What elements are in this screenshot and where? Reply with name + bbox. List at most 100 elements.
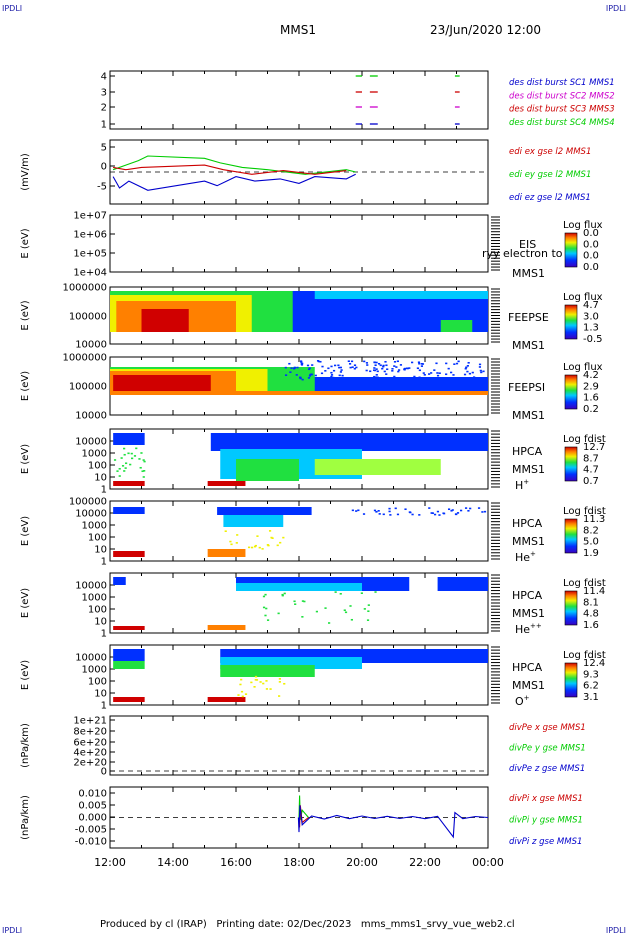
spectrogram-speck: [478, 363, 482, 366]
y-axis-label: E (eV): [20, 444, 31, 474]
spectrogram-speck: [301, 362, 304, 365]
spectrogram-speck: [290, 367, 293, 369]
spectrogram-speck: [316, 360, 320, 362]
spectrogram-speck: [367, 610, 370, 613]
colorbar-tick-label: 1.9: [583, 548, 599, 559]
y-tick-label: 8e+20: [73, 727, 107, 738]
spectrogram-speck: [282, 536, 285, 539]
spectrogram-speck: [388, 510, 391, 513]
spectrogram-speck: [459, 378, 462, 380]
spectrogram-speck: [116, 470, 119, 472]
colorbar-rect: [564, 662, 578, 698]
datetime-title: 23/Jun/2020 12:00: [430, 23, 542, 37]
x-tick-label: 12:00: [94, 856, 126, 869]
instrument-labels-hpca_h: HPCA MMS1 H+: [512, 445, 545, 492]
spectrogram-speck: [436, 372, 439, 374]
y-axis-label: E (eV): [20, 516, 31, 546]
spectrogram-speck: [339, 371, 343, 373]
spectrogram-speck: [310, 373, 313, 376]
y-tick-label: 100: [88, 461, 107, 472]
edge-hatch-hpca_he2: [491, 574, 500, 632]
legend-entry: des dist burst SC4 MMS4: [509, 118, 615, 128]
spectrogram-speck: [235, 542, 238, 544]
colorbar-title: Log flux: [563, 220, 603, 231]
species-charge: +: [524, 694, 530, 702]
spectrogram-speck: [430, 512, 433, 514]
spectrogram-speck: [354, 378, 357, 381]
spectrogram-speck: [375, 511, 378, 513]
x-tick-label: 18:00: [283, 856, 315, 869]
colorbar-tick-label: 4.7: [583, 300, 599, 311]
spectrogram-speck: [247, 546, 251, 549]
spectrogram-speck: [269, 688, 272, 690]
spectrogram-speck: [350, 360, 354, 363]
colorbar-title: Log flux: [563, 292, 603, 303]
legend-entry: edi ey gse l2 MMS1: [509, 170, 591, 180]
colorbar-title: Log fdist: [563, 650, 606, 661]
spectrogram-speck: [352, 377, 355, 380]
spectrogram-speck: [261, 548, 264, 550]
y-tick-label: 2: [101, 103, 107, 114]
spectrogram-cell: [113, 481, 145, 486]
colorbar-rect: [564, 446, 578, 482]
spectrogram-speck: [276, 544, 279, 547]
legend-entry: edi ex gse l2 MMS1: [509, 147, 591, 157]
spectrogram-cell: [207, 481, 246, 486]
spectrogram-speck: [138, 458, 141, 460]
spectrogram-speck: [324, 370, 327, 372]
spectrogram-speck: [452, 374, 455, 376]
spectrogram-speck: [435, 362, 438, 365]
spectrogram-speck: [475, 378, 478, 381]
y-tick-label: 1e+07: [73, 211, 107, 222]
colorbar-tick-label: 4.2: [583, 370, 599, 381]
x-tick-label: 20:00: [346, 856, 378, 869]
spectrogram-speck: [373, 375, 376, 378]
instrument-label: FEEPSI: [508, 381, 545, 394]
y-tick-label: 1000000: [62, 353, 107, 364]
spectrogram-speck: [430, 372, 433, 374]
spectrogram-speck: [382, 364, 385, 367]
spectrogram-speck: [365, 362, 369, 364]
colorbar-rect: [564, 232, 578, 268]
edge-hatch-hpca_o: [491, 646, 500, 704]
spectrogram-speck: [262, 682, 265, 685]
spacecraft-title: MMS1: [280, 23, 316, 37]
y-tick-label: -0.010: [75, 837, 107, 848]
spectrogram-speck: [467, 509, 470, 512]
spectrogram-speck: [411, 361, 414, 364]
spectrogram-speck: [447, 367, 450, 370]
spectrogram-speck: [240, 690, 244, 693]
spectrogram-cell: [236, 583, 362, 591]
colorbar-tick-label: 1.6: [583, 620, 599, 631]
species-charge: +: [530, 550, 536, 558]
spectrogram-speck: [330, 365, 333, 368]
panel-feepse: 1000000 100000 10000 E (eV): [20, 283, 489, 351]
spectrogram-speck: [337, 364, 340, 367]
spectrogram-speck: [393, 375, 396, 378]
colorbar-tick-label: 0.2: [583, 404, 599, 415]
spectrogram-speck: [428, 507, 431, 509]
spectrogram-speck: [372, 369, 376, 372]
colorbar-tick-label: 0.0: [583, 251, 599, 262]
instrument-label: HPCA: [512, 445, 543, 458]
y-tick-label: 1000: [82, 521, 107, 532]
species-label: He++: [515, 622, 542, 636]
y-tick-label: 2e+20: [73, 758, 107, 769]
spectrogram-speck: [466, 370, 469, 373]
spectrogram-speck: [142, 476, 145, 478]
legend-entry: edi ez gse l2 MMS1: [509, 193, 591, 203]
spectrogram-speck: [375, 361, 378, 364]
spectrogram-speck: [376, 376, 379, 379]
spectrogram-speck: [411, 513, 414, 516]
spectrogram-speck: [374, 591, 377, 593]
spectrogram-speck: [347, 360, 350, 363]
spectrogram-speck: [413, 375, 416, 378]
instrument-labels-hpca_he: HPCA MMS1 He+: [512, 517, 545, 564]
colorbar-tick-label: 4.8: [583, 609, 599, 620]
spectrogram-speck: [396, 360, 399, 363]
y-axis-label: E (eV): [20, 371, 31, 401]
spectrogram-speck: [133, 455, 137, 457]
y-tick-label: 1000: [82, 665, 107, 676]
